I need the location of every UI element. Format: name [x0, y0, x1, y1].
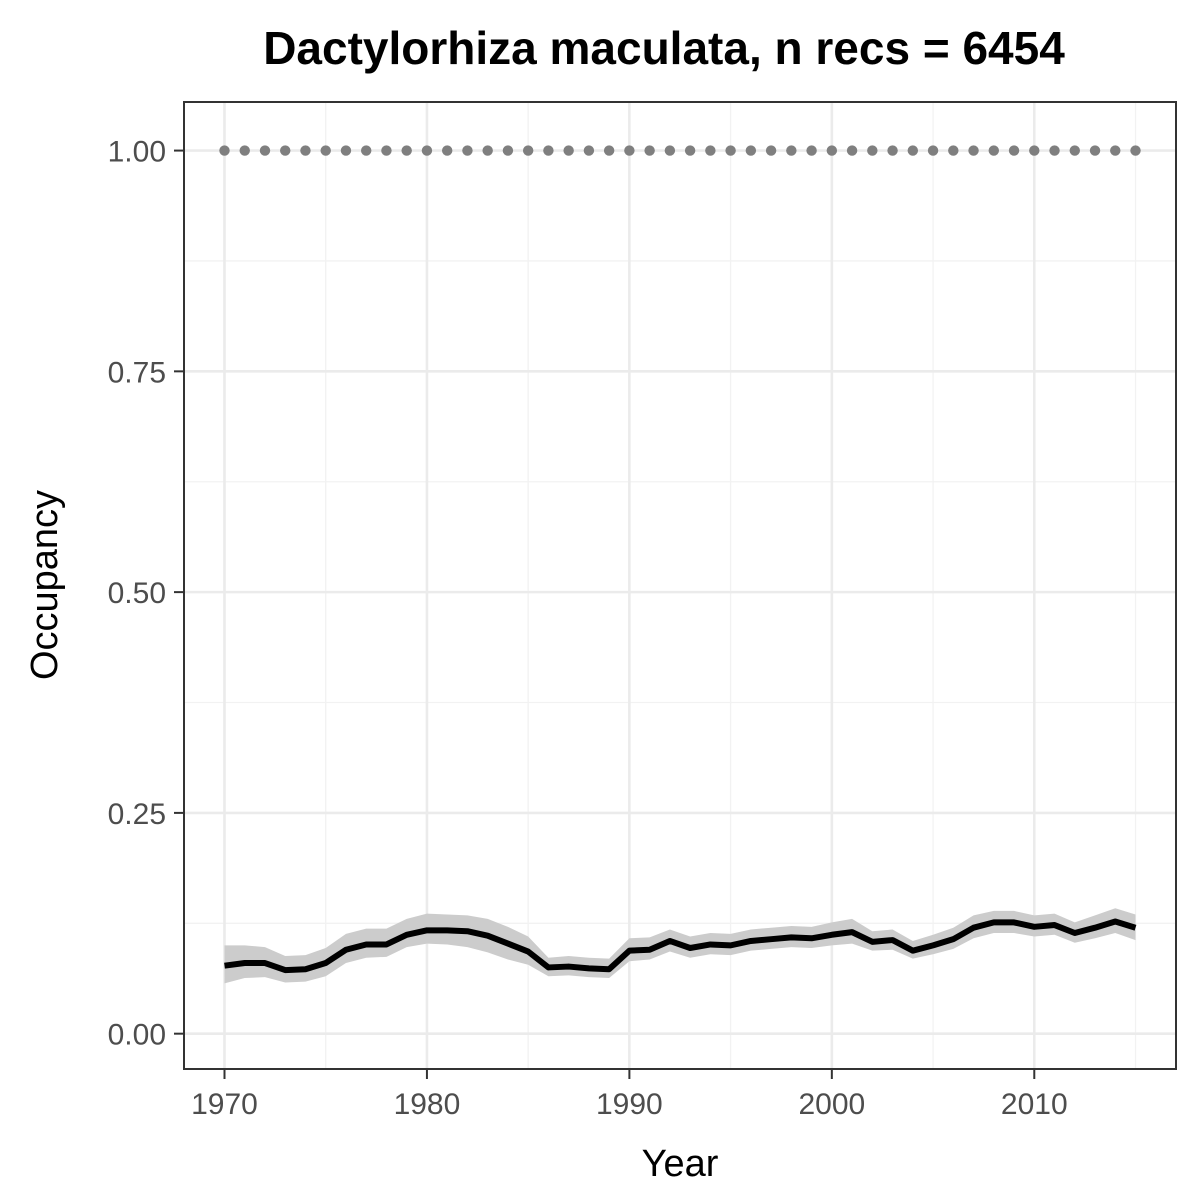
reference-point [806, 145, 817, 156]
reference-point [765, 145, 777, 156]
x-tick-label: 1970 [191, 1088, 258, 1121]
panel-border [183, 101, 1177, 1070]
series-layer [219, 145, 1141, 974]
reference-point [907, 145, 919, 156]
reference-point [401, 145, 412, 156]
x-tick-label: 2010 [1001, 1088, 1068, 1121]
y-tick-label: 0.50 [108, 577, 166, 610]
reference-point [300, 145, 311, 156]
grid [184, 102, 1176, 1069]
reference-point [421, 145, 433, 156]
x-axis: 1970 1980 1990 2000 2010 [191, 1069, 1068, 1121]
y-tick-label: 0.75 [108, 356, 166, 389]
reference-point [563, 145, 574, 156]
reference-point [948, 145, 959, 156]
reference-point [1130, 145, 1141, 156]
reference-point [1069, 145, 1080, 156]
reference-point [705, 145, 716, 156]
reference-point [219, 145, 230, 156]
reference-point [361, 145, 372, 156]
reference-point [826, 145, 838, 156]
reference-point [887, 145, 898, 156]
reference-point [320, 145, 331, 156]
reference-point [259, 145, 271, 156]
reference-point [1110, 145, 1121, 156]
y-tick-label: 1.00 [108, 136, 166, 169]
reference-point [1008, 145, 1020, 156]
x-tick-label: 1990 [596, 1088, 663, 1121]
reference-point [462, 145, 473, 156]
reference-point [867, 145, 878, 156]
y-tick-label: 0.00 [108, 1019, 166, 1052]
reference-point [684, 145, 696, 156]
reference-point [1089, 145, 1101, 156]
reference-point [846, 145, 858, 156]
reference-point [482, 145, 493, 156]
reference-point [927, 145, 939, 156]
reference-point [624, 145, 635, 156]
reference-point [603, 145, 615, 156]
reference-point [340, 145, 352, 156]
reference-point [644, 145, 655, 156]
reference-point [988, 145, 999, 156]
reference-point [522, 145, 534, 156]
chart-title: Dactylorhiza maculata, n recs = 6454 [263, 22, 1065, 74]
reference-point [441, 145, 453, 156]
y-tick-label: 0.25 [108, 798, 166, 831]
x-axis-title: Year [642, 1143, 719, 1185]
reference-point [725, 145, 736, 156]
reference-point [280, 145, 291, 156]
y-axis: 0.00 0.25 0.50 0.75 1.00 [108, 136, 184, 1052]
x-tick-label: 1980 [394, 1088, 461, 1121]
reference-point [786, 145, 797, 156]
reference-point [239, 145, 250, 156]
x-tick-label: 2000 [798, 1088, 865, 1121]
reference-point [745, 145, 757, 156]
reference-point [664, 145, 676, 156]
reference-point [502, 145, 514, 156]
y-axis-title: Occupancy [24, 490, 66, 680]
reference-point [583, 145, 595, 156]
reference-point [381, 145, 392, 156]
reference-point [1049, 145, 1060, 156]
reference-point [968, 145, 979, 156]
reference-point [543, 145, 554, 156]
panel-background [184, 102, 1176, 1069]
reference-point [1029, 145, 1040, 156]
occupancy-line [224, 918, 1137, 974]
